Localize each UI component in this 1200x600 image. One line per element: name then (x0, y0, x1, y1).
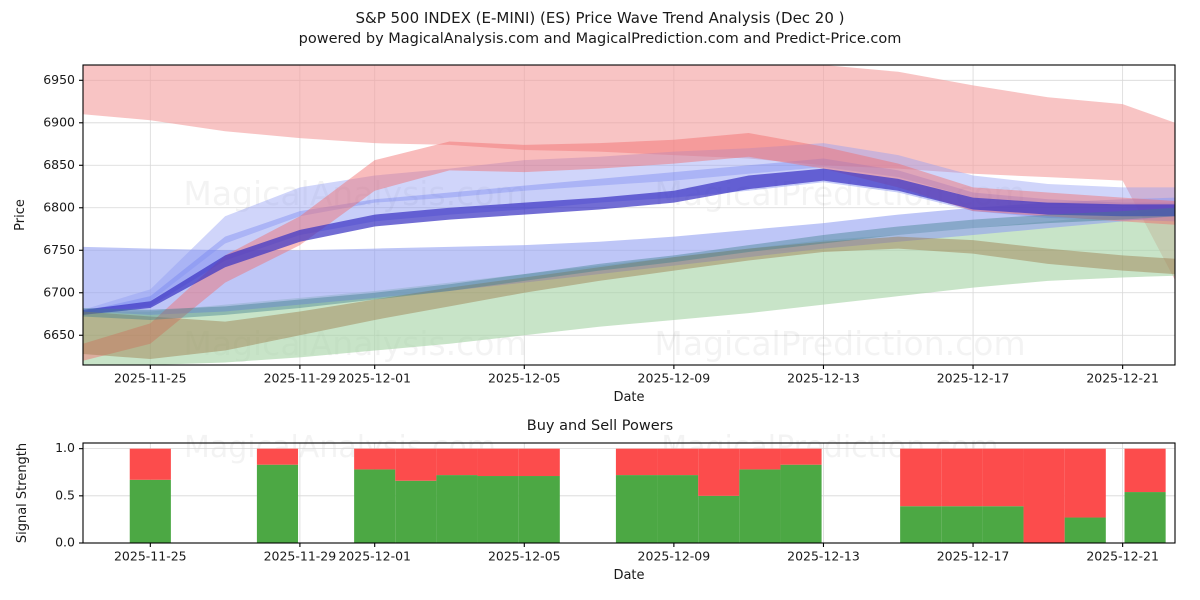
band-red-rising-wave (83, 132, 1175, 361)
sell-power-bar (657, 448, 699, 476)
sell-power-bar (941, 448, 983, 507)
buy-power-bar (354, 469, 396, 543)
sell-power-bar (395, 448, 437, 481)
x-tick-label: 2025-11-29 (264, 371, 337, 386)
y-tick-label: 6750 (43, 242, 75, 257)
x-tick-label: 2025-12-21 (1086, 371, 1159, 386)
band-resistance-red-outer (83, 65, 1175, 281)
sell-power-bar (518, 448, 560, 477)
sell-power-bar (739, 448, 781, 470)
x-tick-label: 2025-12-05 (488, 549, 561, 564)
band-teal-overlap-wave (83, 207, 1175, 320)
x-tick-label: 2025-12-13 (787, 549, 860, 564)
buy-power-bar (698, 495, 740, 543)
band-upper-blue-wave (83, 143, 1175, 314)
y-tick-label: 6800 (43, 199, 75, 214)
y-tick-label: 0.0 (55, 535, 75, 550)
sell-power-bar (1124, 448, 1166, 493)
buy-power-bar (941, 506, 983, 543)
buy-power-bar (395, 480, 437, 543)
y-tick-label: 0.5 (55, 487, 75, 502)
page-subtitle: powered by MagicalAnalysis.com and Magic… (298, 31, 902, 47)
x-tick-label: 2025-11-29 (264, 549, 337, 564)
sell-power-bar (698, 448, 740, 496)
sell-power-bar (1023, 448, 1065, 543)
sell-power-bar (780, 448, 822, 465)
x-tick-label: 2025-12-05 (488, 371, 561, 386)
x-tick-label: 2025-12-21 (1086, 549, 1159, 564)
x-tick-label: 2025-11-25 (114, 371, 187, 386)
sell-power-bar (900, 448, 942, 507)
x-axis-title: Date (613, 568, 644, 583)
x-tick-label: 2025-12-01 (338, 549, 411, 564)
x-tick-label: 2025-12-09 (638, 549, 711, 564)
sell-power-bar (129, 448, 171, 480)
plot-border (82, 442, 1176, 544)
buy-power-bar (657, 475, 699, 543)
x-axis-title: Date (613, 390, 644, 405)
price-wave-chart: MagicalAnalysis.comMagicalPrediction.com… (13, 64, 1176, 405)
y-tick-label: 6950 (43, 72, 75, 87)
sell-power-bar (477, 448, 519, 477)
band-mid-blue-band (83, 197, 1175, 315)
sell-power-bar (354, 448, 396, 470)
buy-power-bar (518, 476, 560, 543)
x-tick-label: 2025-12-01 (338, 371, 411, 386)
lower-chart-title: Buy and Sell Powers (526, 418, 674, 434)
buy-power-bar (982, 506, 1024, 543)
buy-power-bar (256, 464, 299, 543)
band-brown-overlap-wave (83, 236, 1175, 360)
sell-power-bar (1064, 448, 1106, 518)
buy-power-bar (739, 469, 781, 543)
watermark-text: MagicalPrediction.com (654, 324, 1025, 363)
y-tick-label: 1.0 (55, 440, 75, 455)
x-tick-label: 2025-12-17 (937, 549, 1010, 564)
page-title: S&P 500 INDEX (E-MINI) (ES) Price Wave T… (355, 9, 845, 27)
buy-power-bar (1124, 492, 1166, 543)
plot-border (82, 64, 1176, 366)
band-inner-blue-wave (83, 158, 1175, 315)
buy-power-bar (129, 479, 171, 543)
buy-power-bar (615, 475, 658, 543)
sell-power-bar (615, 448, 658, 476)
buy-power-bar (477, 476, 519, 543)
y-tick-label: 6900 (43, 114, 75, 129)
band-support-green-outer (83, 207, 1175, 365)
x-tick-label: 2025-12-09 (638, 371, 711, 386)
chart-header: S&P 500 INDEX (E-MINI) (ES) Price Wave T… (0, 8, 1200, 50)
y-tick-label: 6700 (43, 284, 75, 299)
sell-power-bar (256, 448, 299, 465)
x-tick-label: 2025-12-13 (787, 371, 860, 386)
band-dark-blue-trend (83, 168, 1175, 315)
buy-power-bar (1064, 517, 1106, 543)
y-axis-title: Price (13, 199, 28, 231)
x-tick-label: 2025-11-25 (114, 549, 187, 564)
y-axis-title: Signal Strength (15, 443, 30, 543)
y-tick-label: 6650 (43, 327, 75, 342)
sell-power-bar (436, 448, 478, 476)
x-tick-label: 2025-12-17 (937, 371, 1010, 386)
y-tick-label: 6850 (43, 157, 75, 172)
sell-power-bar (982, 448, 1024, 507)
buy-sell-powers-chart: MagicalAnalysis.comMagicalPrediction.com… (15, 430, 1176, 583)
buy-power-bar (436, 475, 478, 543)
buy-power-bar (780, 464, 822, 543)
buy-power-bar (900, 506, 942, 543)
